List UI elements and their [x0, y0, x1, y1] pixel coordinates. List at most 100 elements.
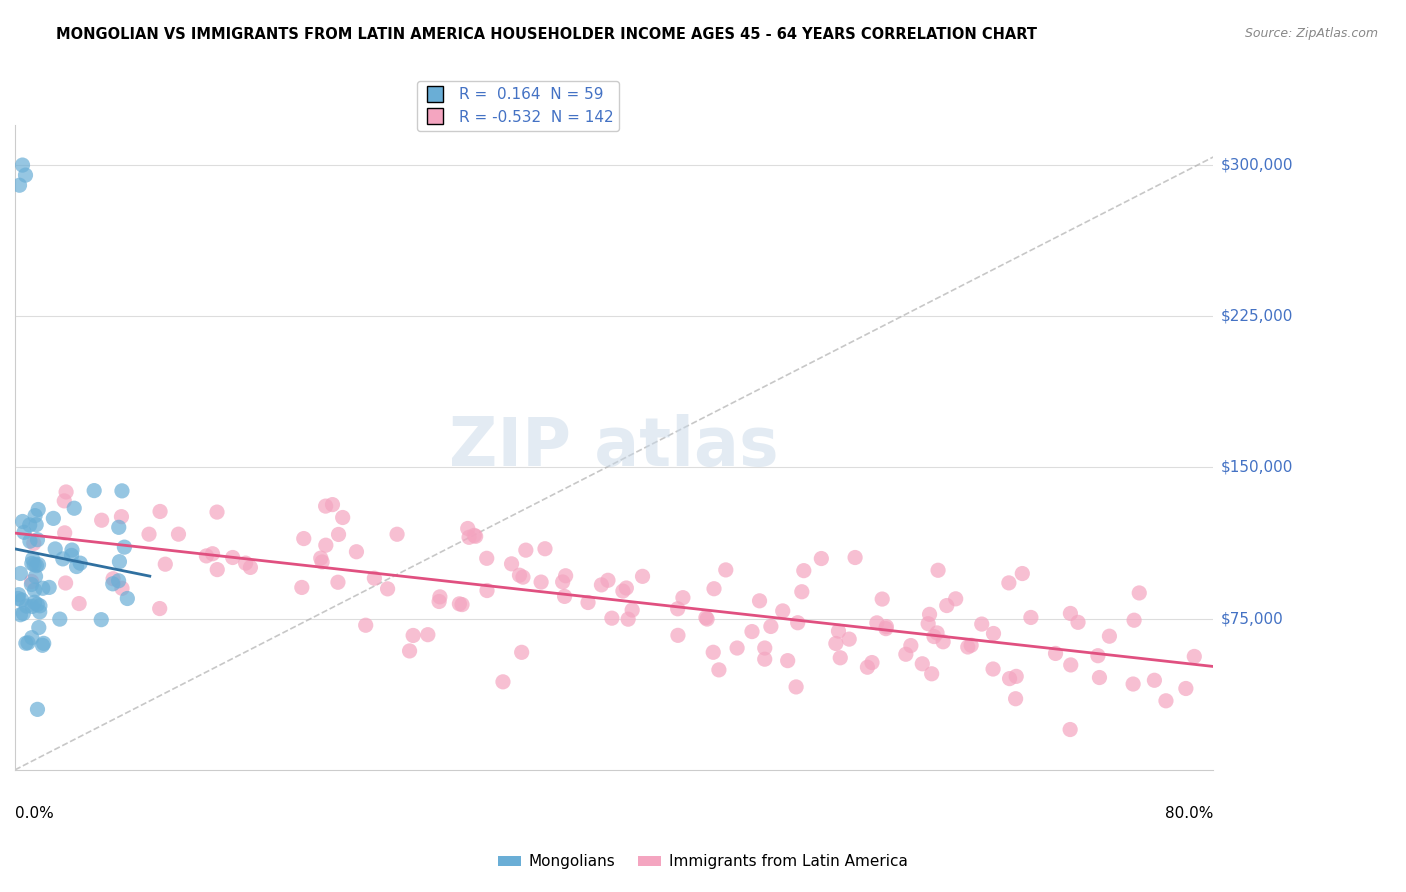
Immigrants from Latin America: [998, 575, 1021, 590]
Mongolians: [27, 558, 49, 572]
Text: $150,000: $150,000: [1220, 460, 1294, 475]
Immigrants from Latin America: [748, 594, 770, 608]
Immigrants from Latin America: [838, 632, 860, 647]
Text: Source: ZipAtlas.com: Source: ZipAtlas.com: [1244, 27, 1378, 40]
Immigrants from Latin America: [576, 595, 599, 609]
Mongolians: [21, 631, 44, 645]
Immigrants from Latin America: [429, 590, 451, 604]
Mongolians: [28, 599, 51, 613]
Immigrants from Latin America: [786, 615, 808, 630]
Immigrants from Latin America: [824, 636, 846, 650]
Immigrants from Latin America: [427, 594, 450, 608]
Immigrants from Latin America: [155, 558, 177, 572]
Immigrants from Latin America: [328, 527, 350, 541]
Mongolians: [20, 577, 42, 591]
Immigrants from Latin America: [925, 626, 948, 640]
Mongolians: [31, 638, 53, 652]
Immigrants from Latin America: [292, 532, 315, 546]
Immigrants from Latin America: [309, 551, 332, 566]
Mongolians: [117, 591, 139, 606]
Immigrants from Latin America: [1182, 649, 1205, 664]
Immigrants from Latin America: [741, 624, 763, 639]
Immigrants from Latin America: [449, 597, 471, 611]
Immigrants from Latin America: [20, 574, 42, 589]
Immigrants from Latin America: [1011, 566, 1033, 581]
Immigrants from Latin America: [911, 657, 934, 671]
Immigrants from Latin America: [1123, 613, 1146, 627]
Immigrants from Latin America: [464, 529, 486, 543]
Immigrants from Latin America: [772, 604, 794, 618]
Immigrants from Latin America: [600, 611, 623, 625]
Immigrants from Latin America: [416, 628, 439, 642]
Immigrants from Latin America: [856, 660, 879, 674]
Immigrants from Latin America: [239, 560, 262, 574]
Immigrants from Latin America: [1122, 677, 1144, 691]
Immigrants from Latin America: [402, 628, 425, 642]
Immigrants from Latin America: [475, 551, 498, 566]
Text: $75,000: $75,000: [1220, 611, 1284, 626]
Immigrants from Latin America: [1098, 629, 1121, 643]
Mongolians: [18, 518, 41, 533]
Immigrants from Latin America: [53, 525, 76, 540]
Immigrants from Latin America: [981, 662, 1004, 676]
Immigrants from Latin America: [222, 550, 245, 565]
Mongolians: [31, 582, 53, 596]
Immigrants from Latin America: [998, 672, 1021, 686]
Immigrants from Latin America: [1088, 671, 1111, 685]
Immigrants from Latin America: [534, 541, 557, 556]
Immigrants from Latin America: [53, 494, 76, 508]
Immigrants from Latin America: [515, 543, 537, 558]
Immigrants from Latin America: [1045, 647, 1067, 661]
Immigrants from Latin America: [554, 568, 576, 582]
Immigrants from Latin America: [707, 663, 730, 677]
Mongolians: [24, 582, 46, 597]
Immigrants from Latin America: [138, 527, 160, 541]
Mongolians: [11, 593, 34, 607]
Mongolians: [111, 483, 134, 498]
Mongolians: [107, 520, 129, 534]
Mongolians: [112, 540, 135, 554]
Immigrants from Latin America: [463, 528, 485, 542]
Text: $300,000: $300,000: [1220, 158, 1294, 172]
Immigrants from Latin America: [1005, 669, 1028, 683]
Mongolians: [8, 566, 31, 581]
Immigrants from Latin America: [363, 571, 385, 585]
Immigrants from Latin America: [666, 602, 689, 616]
Immigrants from Latin America: [111, 582, 134, 596]
Mongolians: [83, 483, 105, 498]
Immigrants from Latin America: [554, 590, 576, 604]
Mongolians: [101, 577, 124, 591]
Mongolians: [14, 168, 37, 182]
Immigrants from Latin America: [149, 504, 172, 518]
Mongolians: [107, 574, 129, 588]
Immigrants from Latin America: [291, 581, 314, 595]
Immigrants from Latin America: [810, 551, 832, 566]
Immigrants from Latin America: [960, 638, 983, 652]
Mongolians: [27, 598, 49, 612]
Mongolians: [18, 534, 41, 549]
Immigrants from Latin America: [776, 654, 799, 668]
Immigrants from Latin America: [866, 615, 889, 630]
Mongolians: [7, 591, 30, 606]
Mongolians: [27, 502, 49, 516]
Text: MONGOLIAN VS IMMIGRANTS FROM LATIN AMERICA HOUSEHOLDER INCOME AGES 45 - 64 YEARS: MONGOLIAN VS IMMIGRANTS FROM LATIN AMERI…: [56, 27, 1038, 42]
Immigrants from Latin America: [321, 498, 343, 512]
Text: 0.0%: 0.0%: [15, 806, 53, 822]
Mongolians: [38, 581, 60, 595]
Mongolians: [8, 178, 31, 193]
Immigrants from Latin America: [55, 576, 77, 591]
Immigrants from Latin America: [1067, 615, 1090, 630]
Immigrants from Latin America: [201, 547, 224, 561]
Immigrants from Latin America: [457, 521, 479, 535]
Immigrants from Latin America: [1143, 673, 1166, 688]
Immigrants from Latin America: [754, 652, 776, 666]
Legend: R =  0.164  N = 59, R = -0.532  N = 142: R = 0.164 N = 59, R = -0.532 N = 142: [418, 81, 619, 130]
Immigrants from Latin America: [918, 607, 941, 622]
Mongolians: [42, 511, 65, 525]
Immigrants from Latin America: [510, 645, 533, 659]
Immigrants from Latin America: [970, 617, 993, 632]
Immigrants from Latin America: [315, 538, 337, 552]
Immigrants from Latin America: [315, 499, 337, 513]
Immigrants from Latin America: [956, 640, 979, 654]
Immigrants from Latin America: [696, 612, 718, 626]
